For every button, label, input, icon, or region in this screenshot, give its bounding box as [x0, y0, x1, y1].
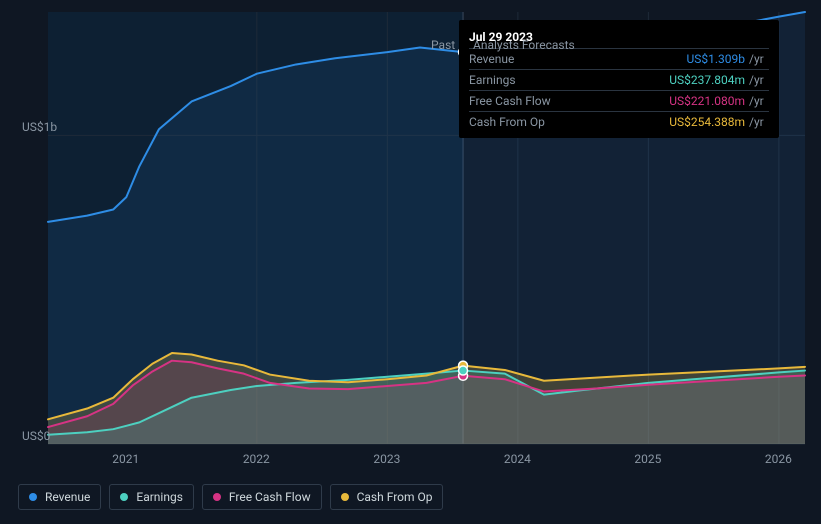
legend-item-label: Revenue	[45, 490, 90, 504]
legend-item-cash-from-op[interactable]: Cash From Op	[330, 484, 444, 510]
tooltip-row-unit: /yr	[745, 112, 769, 133]
tooltip-row-value: US$1.309b	[612, 49, 745, 70]
tooltip-row-unit: /yr	[745, 49, 769, 70]
legend-item-free-cash-flow[interactable]: Free Cash Flow	[202, 484, 322, 510]
legend: Revenue Earnings Free Cash Flow Cash From O…	[18, 484, 443, 510]
tooltip-row: Free Cash FlowUS$221.080m/yr	[469, 91, 769, 112]
legend-item-label: Cash From Op	[357, 490, 433, 504]
legend-item-label: Earnings	[136, 490, 183, 504]
x-tick-label: 2023	[373, 452, 400, 466]
legend-swatch-icon	[213, 493, 221, 501]
legend-swatch-icon	[120, 493, 128, 501]
x-tick-label: 2026	[765, 452, 792, 466]
past-label: Past	[431, 38, 455, 52]
legend-item-revenue[interactable]: Revenue	[18, 484, 101, 510]
y-tick-label: US$1b	[22, 120, 57, 134]
y-tick-label: US$0	[22, 429, 50, 443]
tooltip-row-label: Cash From Op	[469, 112, 612, 133]
tooltip-row-unit: /yr	[745, 70, 769, 91]
x-tick-label: 2025	[634, 452, 661, 466]
tooltip-row: EarningsUS$237.804m/yr	[469, 70, 769, 91]
forecast-label: Analysts Forecasts	[473, 38, 575, 52]
tooltip-row-label: Earnings	[469, 70, 612, 91]
tooltip-row: Cash From OpUS$254.388m/yr	[469, 112, 769, 133]
tooltip-row-unit: /yr	[745, 91, 769, 112]
legend-item-earnings[interactable]: Earnings	[109, 484, 194, 510]
tooltip-row-value: US$254.388m	[612, 112, 745, 133]
legend-item-label: Free Cash Flow	[229, 490, 311, 504]
tooltip-row-value: US$237.804m	[612, 70, 745, 91]
tooltip-row-label: Free Cash Flow	[469, 91, 612, 112]
legend-swatch-icon	[29, 493, 37, 501]
x-tick-label: 2021	[112, 452, 139, 466]
legend-swatch-icon	[341, 493, 349, 501]
x-tick-label: 2024	[504, 452, 531, 466]
x-tick-label: 2022	[243, 452, 270, 466]
tooltip-row-value: US$221.080m	[612, 91, 745, 112]
tooltip-table: RevenueUS$1.309b/yrEarningsUS$237.804m/y…	[469, 48, 769, 132]
